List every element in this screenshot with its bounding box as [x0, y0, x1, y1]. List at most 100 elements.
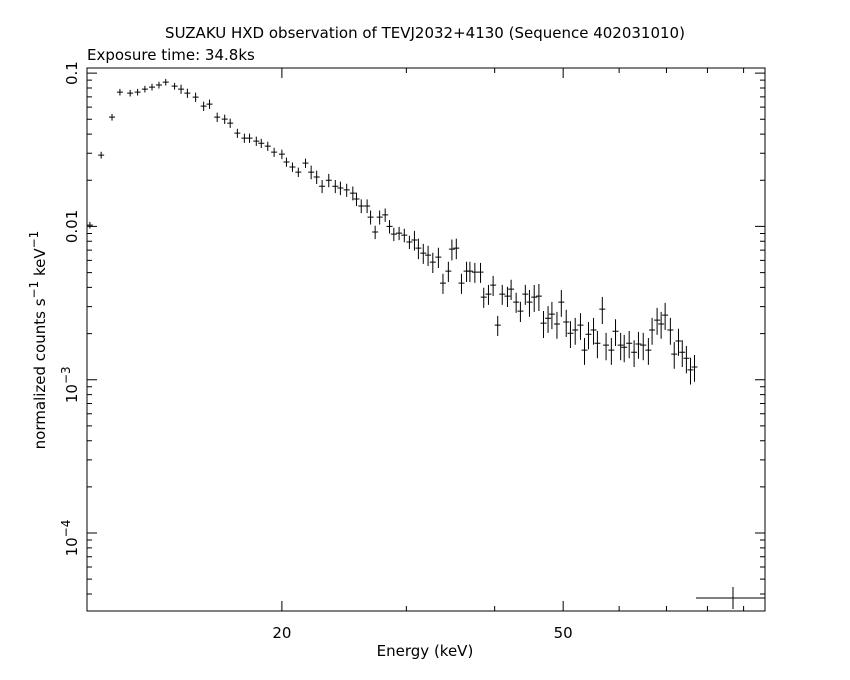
data-point [372, 225, 379, 240]
data-point [599, 296, 606, 324]
data-point [439, 273, 446, 294]
data-point [471, 262, 478, 283]
data-point [337, 181, 344, 196]
y-tick-base: 10 [63, 384, 81, 403]
data-point [127, 89, 134, 97]
data-point [349, 186, 356, 201]
data-point [200, 101, 207, 112]
data-point [278, 149, 285, 160]
data-point [283, 157, 290, 167]
data-point [649, 317, 656, 345]
data-point [675, 328, 682, 356]
y-axis-label-sup: −1 [27, 281, 41, 299]
data-point [448, 239, 455, 261]
chart-title: SUZAKU HXD observation of TEVJ2032+4130 … [165, 24, 685, 42]
data-point [246, 133, 253, 143]
data-point [184, 88, 191, 98]
data-point [567, 321, 574, 349]
y-tick-exponent: −4 [59, 520, 73, 538]
data-point [445, 261, 452, 282]
data-point [406, 235, 413, 250]
data-point [171, 82, 178, 90]
data-point [221, 114, 228, 124]
data-point [420, 243, 427, 264]
data-point [343, 183, 350, 197]
x-tick-label: 20 [272, 624, 291, 642]
data-point [608, 338, 615, 365]
data-point [590, 317, 597, 345]
data-point [353, 192, 360, 206]
data-point [382, 208, 389, 222]
plot-frame [86, 67, 766, 612]
data-point [658, 311, 665, 339]
y-tick-label: 0.01 [63, 210, 81, 243]
data-point [679, 340, 686, 368]
data-point [178, 84, 185, 94]
data-point [494, 315, 501, 336]
data-point [654, 307, 661, 335]
chart-subtitle: Exposure time: 34.8ks [87, 46, 255, 64]
data-point [98, 151, 105, 159]
data-point [662, 302, 669, 331]
data-point [396, 226, 403, 241]
x-axis-label: Energy (keV) [377, 642, 474, 660]
data-point [691, 354, 698, 382]
data-point [227, 118, 234, 128]
data-point [635, 331, 642, 359]
data-point [192, 92, 199, 103]
data-point [585, 321, 592, 350]
data-point [563, 309, 570, 337]
data-point [577, 313, 584, 340]
data-point [458, 273, 465, 294]
data-point [504, 286, 511, 308]
data-point [499, 284, 506, 305]
data-point [162, 78, 169, 86]
data-point [116, 88, 123, 96]
data-point [535, 284, 542, 311]
data-point [134, 88, 141, 96]
data-point [640, 332, 647, 361]
data-point [332, 179, 339, 194]
data-point [553, 311, 560, 339]
data-point [253, 136, 260, 146]
y-tick-label: 0.1 [63, 61, 81, 85]
data-point [594, 330, 601, 359]
y-axis-label-text: normalized counts s [31, 298, 49, 449]
y-tick-exponent: −3 [59, 366, 73, 384]
data-point [548, 301, 555, 330]
data-point [308, 165, 315, 180]
data-point [683, 345, 690, 374]
y-tick-label: 10−4 [59, 520, 81, 557]
data-point [302, 158, 309, 168]
data-point [466, 261, 473, 282]
data-point [522, 284, 529, 305]
data-point [415, 238, 422, 260]
data-point [687, 357, 694, 385]
data-point [513, 292, 520, 313]
data-point [477, 262, 484, 283]
data-point [603, 332, 610, 361]
data-point [490, 275, 497, 296]
data-point [313, 170, 320, 185]
y-axis-label-sup: −1 [27, 231, 41, 249]
data-point [435, 247, 442, 268]
data-point [86, 221, 93, 229]
y-tick-label: 10−3 [59, 366, 81, 403]
data-point [429, 252, 436, 273]
data-point [645, 338, 652, 365]
y-axis-label: normalized counts s−1 keV−1 [27, 231, 49, 450]
data-point [376, 210, 383, 225]
resolution-marker [696, 587, 765, 609]
data-point [485, 284, 492, 305]
data-point [526, 289, 533, 317]
data-point [626, 330, 633, 359]
data-point [581, 338, 588, 365]
data-point [289, 162, 296, 172]
data-point [671, 342, 678, 369]
data-point [149, 83, 156, 91]
data-point [631, 340, 638, 368]
data-point [241, 133, 248, 143]
